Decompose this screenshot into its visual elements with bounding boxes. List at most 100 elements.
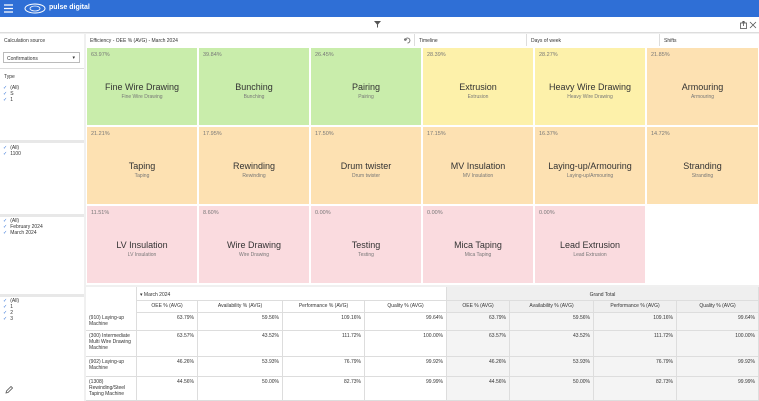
row-header: (1308) Rewinding/Steel Taping Machine xyxy=(86,377,137,401)
treemap-tile[interactable]: 8.60% Wire Drawing Wire Drawing xyxy=(198,205,310,284)
table-cell: 44.56% xyxy=(137,377,198,401)
group-header: ▾ March 2024 xyxy=(137,287,447,301)
tile-name: Extrusion xyxy=(459,82,497,92)
treemap-tile[interactable]: 17.95% Rewinding Rewinding xyxy=(198,126,310,205)
tile-subtitle: Drum twister xyxy=(351,173,381,179)
undo-icon[interactable] xyxy=(404,37,411,44)
treemap-tile[interactable]: 21.21% Taping Taping xyxy=(86,126,198,205)
table-cell: 100.00% xyxy=(365,331,447,357)
checkbox-option[interactable]: ✓ (All) xyxy=(3,145,21,151)
checkbox-option[interactable]: ✓ 1100 xyxy=(3,151,21,157)
check: ✓ xyxy=(3,224,8,230)
option-label: (All) xyxy=(10,298,20,304)
row-header: (300) Intermediate Multi Wire Drawing Ma… xyxy=(86,331,137,357)
toolbar-icons[interactable] xyxy=(740,21,757,29)
treemap-tile[interactable]: 16.37% Laying-up/Armouring Laying-up/Armou… xyxy=(534,126,646,205)
tile-name: Lead Extrusion xyxy=(559,240,621,250)
tile-name: Mica Taping xyxy=(454,240,502,250)
tile-name: Armouring xyxy=(681,82,724,92)
checkbox-option[interactable]: ✓ 3 xyxy=(3,316,19,322)
checkbox-list: ✓ (All) ✓ 1 ✓ 2 ✓ 3 xyxy=(3,298,19,322)
tile-subtitle: Stranding xyxy=(691,173,714,179)
tile-subtitle: Fine Wire Drawing xyxy=(121,94,163,100)
table-cell: 99.64% xyxy=(677,313,759,331)
treemap-tile[interactable]: 26.45% Pairing Pairing xyxy=(310,47,422,126)
tile-name: Heavy Wire Drawing xyxy=(548,82,632,92)
select[interactable]: Confirmations ▾ xyxy=(3,52,80,63)
table-cell: 53.93% xyxy=(198,357,283,377)
tile-subtitle: Heavy Wire Drawing xyxy=(567,94,613,100)
treemap-tile[interactable]: 28.39% Extrusion Extrusion xyxy=(422,47,534,126)
checkbox-option[interactable]: ✓ February 2024 xyxy=(3,224,43,230)
table-cell: 76.79% xyxy=(594,357,677,377)
table-cell: 109.16% xyxy=(594,313,677,331)
top-bar: pulse digital xyxy=(0,0,759,17)
checkbox-option[interactable]: ✓ (All) xyxy=(3,85,19,91)
treemap-tile[interactable]: 17.50% Drum twister Drum twister xyxy=(310,126,422,205)
table-cell: 63.57% xyxy=(137,331,198,357)
checkbox-option[interactable]: ✓ S xyxy=(3,91,19,97)
table-cell: 53.93% xyxy=(510,357,594,377)
filter-icon[interactable] xyxy=(374,21,381,28)
table-cell: 59.56% xyxy=(198,313,283,331)
tile-name: Rewinding xyxy=(232,161,276,171)
table-cell: 44.56% xyxy=(447,377,510,401)
treemap-tile[interactable]: 28.27% Heavy Wire Drawing Heavy Wire Drawi… xyxy=(534,47,646,126)
tile-name: Wire Drawing xyxy=(226,240,281,250)
treemap-tile[interactable]: 0.00% Mica Taping Mica Taping xyxy=(422,205,534,284)
table-cell: 82.73% xyxy=(283,377,365,401)
menu-icon[interactable] xyxy=(4,4,13,13)
group-title: Grand Total xyxy=(589,292,616,298)
tile-name: MV Insulation xyxy=(450,161,506,171)
table-cell: 99.64% xyxy=(365,313,447,331)
option-label: (All) xyxy=(10,145,20,151)
checkbox-option[interactable]: ✓ (All) xyxy=(3,298,19,304)
column-header: Performance % (AVG) xyxy=(283,301,365,313)
check: ✓ xyxy=(3,97,8,103)
tile-name: Laying-up/Armouring xyxy=(548,161,632,171)
checkbox-option[interactable]: ✓ 2 xyxy=(3,310,19,316)
tile-value: 17.95% xyxy=(203,131,222,137)
checkbox-list: ✓ (All) ✓ 1100 xyxy=(3,145,21,157)
treemap-tile[interactable]: 14.72% Stranding Stranding xyxy=(646,126,759,205)
treemap-tile[interactable]: 0.00% Testing Testing xyxy=(310,205,422,284)
tab[interactable]: Timeline xyxy=(414,34,526,46)
tab[interactable]: Shifts xyxy=(659,34,755,46)
check: ✓ xyxy=(3,310,8,316)
toolbar xyxy=(0,17,759,33)
tab[interactable]: Days of week xyxy=(526,34,659,46)
column-header: Quality % (AVG) xyxy=(365,301,447,313)
tile-value: 16.37% xyxy=(539,131,558,137)
logo xyxy=(24,3,46,14)
treemap-tile[interactable]: 63.97% Fine Wire Drawing Fine Wire Drawing xyxy=(86,47,198,126)
check: ✓ xyxy=(3,298,8,304)
divider xyxy=(0,140,84,143)
tile-subtitle: Mica Taping xyxy=(464,252,492,258)
table-cell: 46.26% xyxy=(137,357,198,377)
table-cell: 76.79% xyxy=(283,357,365,377)
checkbox-option[interactable]: ✓ 1 xyxy=(3,304,19,310)
select-value: Confirmations xyxy=(7,56,38,62)
treemap-panel: Efficiency - OEE % (AVG) - March 2024 Ti… xyxy=(86,34,759,285)
treemap-tile[interactable]: 21.85% Armouring Armouring xyxy=(646,47,759,126)
row-header: (910) Laying-up Machine xyxy=(86,313,137,331)
tile-value: 63.97% xyxy=(91,52,110,58)
treemap-tile[interactable]: 0.00% Lead Extrusion Lead Extrusion xyxy=(534,205,646,284)
tile-value: 0.00% xyxy=(539,210,555,216)
tile-value: 0.00% xyxy=(427,210,443,216)
tile-subtitle: Lead Extrusion xyxy=(573,252,607,258)
checkbox-option[interactable]: ✓ (All) xyxy=(3,218,43,224)
checkbox-option[interactable]: ✓ March 2024 xyxy=(3,230,43,236)
edit-icon[interactable] xyxy=(5,386,13,394)
check: ✓ xyxy=(3,85,8,91)
treemap-tile[interactable]: 17.15% MV Insulation MV Insulation xyxy=(422,126,534,205)
column-header: OEE % (AVG) xyxy=(137,301,198,313)
filter-panel: Calculation source Confirmations ▾ Type ✓… xyxy=(0,34,84,401)
treemap-tile[interactable]: 11.51% LV Insulation LV Insulation xyxy=(86,205,198,284)
checkbox-option[interactable]: ✓ 1 xyxy=(3,97,19,103)
table-cell: 82.73% xyxy=(594,377,677,401)
tile-subtitle: Bunching xyxy=(243,94,265,100)
treemap-tile[interactable]: 39.84% Bunching Bunching xyxy=(198,47,310,126)
tile-value: 28.39% xyxy=(427,52,446,58)
